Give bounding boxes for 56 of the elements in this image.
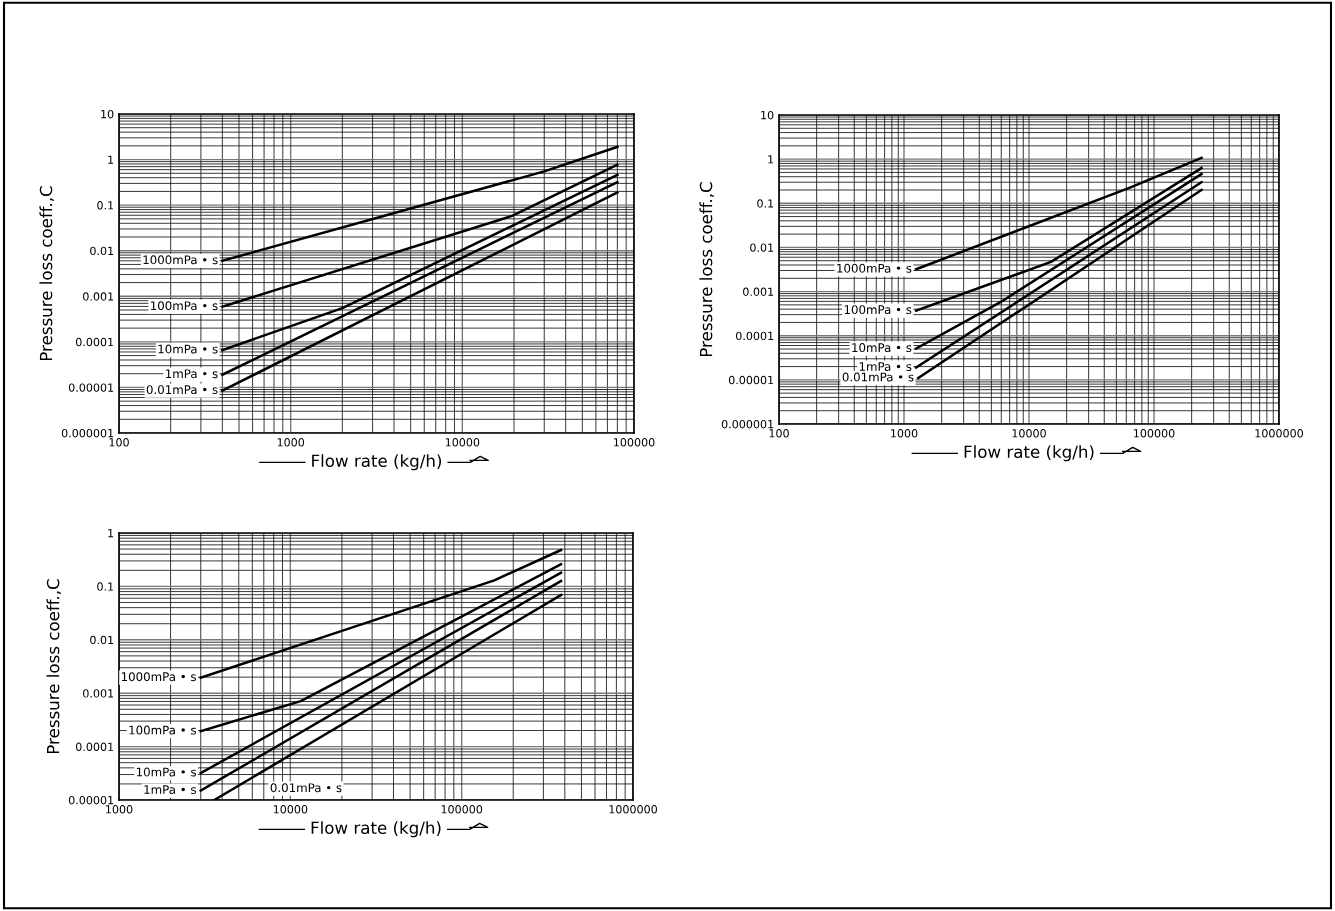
series-label: 10mPa • s	[136, 767, 197, 777]
x-tick-label: 100000	[1134, 429, 1175, 438]
x-tick-label: 10000	[1012, 429, 1046, 438]
y-tick-label: 0.00001	[68, 795, 114, 805]
x-tick-label: 100000	[441, 805, 483, 814]
y-tick-label: 1	[108, 155, 114, 164]
y-tick-label: 0.01	[750, 243, 774, 252]
x-axis-title: Flow rate (kg/h)	[312, 454, 442, 471]
x-tick-label: 100000	[614, 438, 655, 447]
y-tick-label: 0.00001	[68, 383, 114, 392]
series-label: 10mPa • s	[852, 343, 912, 353]
series-label: 100mPa • s	[844, 305, 912, 315]
y-tick-label: 0.0001	[75, 337, 114, 347]
y-tick-label: 1	[108, 529, 114, 538]
x-tick-label: 10000	[445, 438, 480, 447]
y-tick-label: 0.0001	[735, 331, 774, 341]
y-tick-label: 0.001	[743, 287, 774, 296]
series-label: 1mPa • s	[859, 362, 912, 371]
y-tick-label: 1	[768, 155, 774, 164]
x-tick-label: 100	[109, 438, 129, 447]
y-tick-label: 0.1	[97, 582, 114, 591]
y-tick-label: 0.000001	[721, 419, 774, 429]
x-tick-label: 10000	[273, 805, 308, 814]
x-tick-label: 1000	[891, 429, 918, 438]
x-tick-label: 1000	[277, 438, 305, 447]
series-label: 0.01mPa • s	[842, 372, 914, 382]
series-label: 10mPa • s	[158, 344, 218, 354]
series-label: 1mPa • s	[166, 369, 218, 379]
y-tick-label: 0.001	[83, 292, 114, 301]
y-axis-title: Pressure loss coeff.,C	[39, 186, 55, 361]
y-tick-label: 0.1	[97, 201, 114, 210]
series-label: 1mPa • s	[144, 785, 197, 795]
y-tick-label: 0.00001	[728, 375, 774, 385]
y-tick-label: 0.0001	[75, 742, 114, 751]
y-tick-label: 0.01	[90, 246, 114, 256]
y-tick-label: 10	[101, 109, 114, 119]
series-label: 0.01mPa • s	[270, 783, 342, 793]
y-tick-label: 0.01	[90, 635, 114, 645]
series-label: 1000mPa • s	[837, 263, 912, 273]
series-label: 0.01mPa • s	[146, 385, 218, 395]
y-tick-label: 0.000001	[61, 428, 114, 438]
x-axis-title: Flow rate (kg/h)	[964, 445, 1094, 462]
x-tick-label: 100	[769, 429, 789, 438]
series-label: 100mPa • s	[129, 725, 197, 735]
y-tick-label: 0.001	[83, 689, 114, 698]
series-label: 1000mPa • s	[121, 672, 197, 682]
x-tick-label: 1000	[106, 805, 133, 814]
y-tick-label: 10	[761, 110, 774, 120]
y-tick-label: 0.1	[757, 199, 774, 208]
series-label: 1000mPa • s	[143, 255, 218, 265]
x-tick-label: 1000000	[1255, 429, 1303, 438]
x-tick-label: 1000000	[609, 805, 657, 814]
y-axis-title: Pressure loss coeff.,C	[46, 579, 62, 754]
y-axis-title: Pressure loss coeff.,C	[699, 182, 715, 357]
series-label: 100mPa • s	[151, 301, 218, 311]
x-axis-title: Flow rate (kg/h)	[311, 821, 441, 838]
